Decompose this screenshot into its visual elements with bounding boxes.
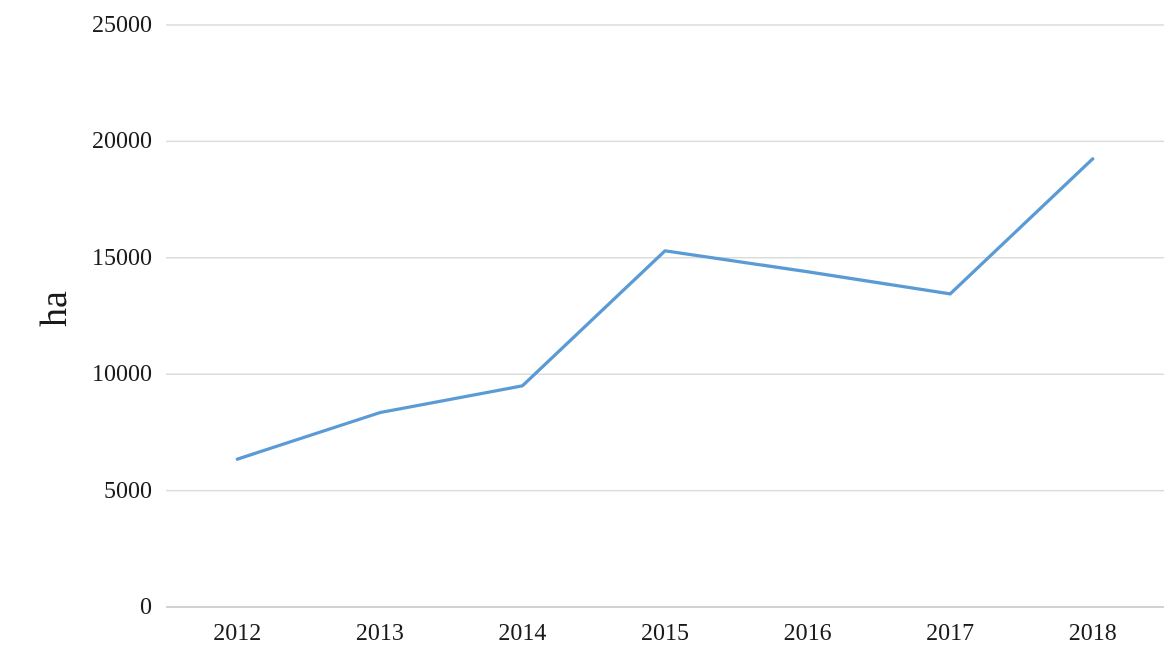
- y-tick-label: 0: [140, 594, 152, 620]
- x-tick-label: 2017: [926, 620, 975, 646]
- data-series-line: [235, 157, 1095, 461]
- y-axis-title: ha: [33, 291, 75, 327]
- x-tick-label: 2016: [783, 620, 832, 646]
- y-tick-label: 25000: [92, 12, 152, 38]
- y-tick-label: 5000: [104, 477, 152, 504]
- gridlines: [166, 24, 1164, 608]
- x-tick-label: 2018: [1068, 620, 1117, 646]
- y-tick-label: 10000: [92, 361, 152, 388]
- y-tick-label: 20000: [92, 128, 152, 155]
- x-tick-label: 2012: [213, 620, 262, 646]
- y-tick-label: 15000: [92, 244, 152, 271]
- x-tick-label: 2014: [498, 620, 547, 646]
- x-tick-label: 2013: [355, 620, 404, 646]
- x-tick-label: 2015: [641, 620, 689, 646]
